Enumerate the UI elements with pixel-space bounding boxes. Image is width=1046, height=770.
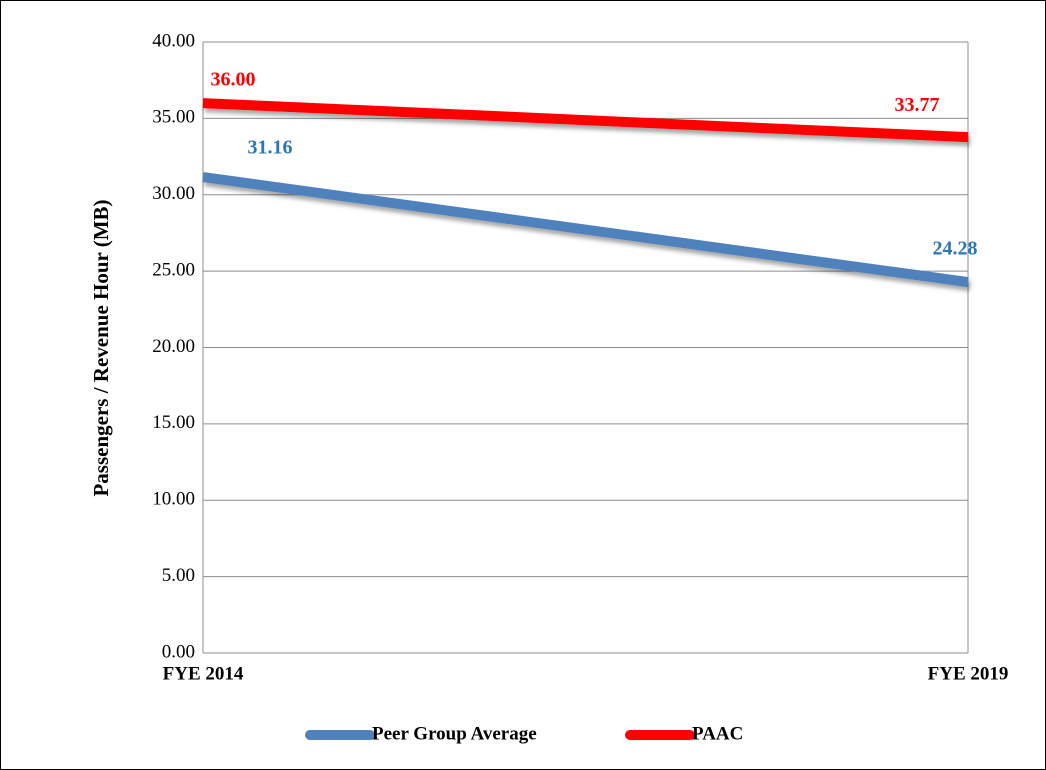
legend-label: PAAC [692,723,743,744]
y-axis-label: Passengers / Revenue Hour (MB) [89,199,113,496]
x-tick-label: FYE 2019 [928,663,1009,684]
legend-label: Peer Group Average [372,723,537,744]
y-tick-label: 35.00 [152,107,195,128]
y-tick-label: 15.00 [152,412,195,433]
y-tick-label: 10.00 [152,489,195,510]
y-tick-label: 25.00 [152,259,195,280]
y-tick-label: 20.00 [152,336,195,357]
y-tick-label: 0.00 [162,641,195,662]
y-tick-label: 5.00 [162,565,195,586]
data-label: 33.77 [895,94,940,116]
x-tick-label: FYE 2014 [163,663,244,684]
data-label: 36.00 [211,69,256,91]
data-label: 24.28 [933,238,978,260]
data-label: 31.16 [248,137,293,159]
y-tick-label: 30.00 [152,183,195,204]
y-tick-label: 40.00 [152,30,195,51]
series-line [202,98,969,143]
series-line [202,172,969,288]
